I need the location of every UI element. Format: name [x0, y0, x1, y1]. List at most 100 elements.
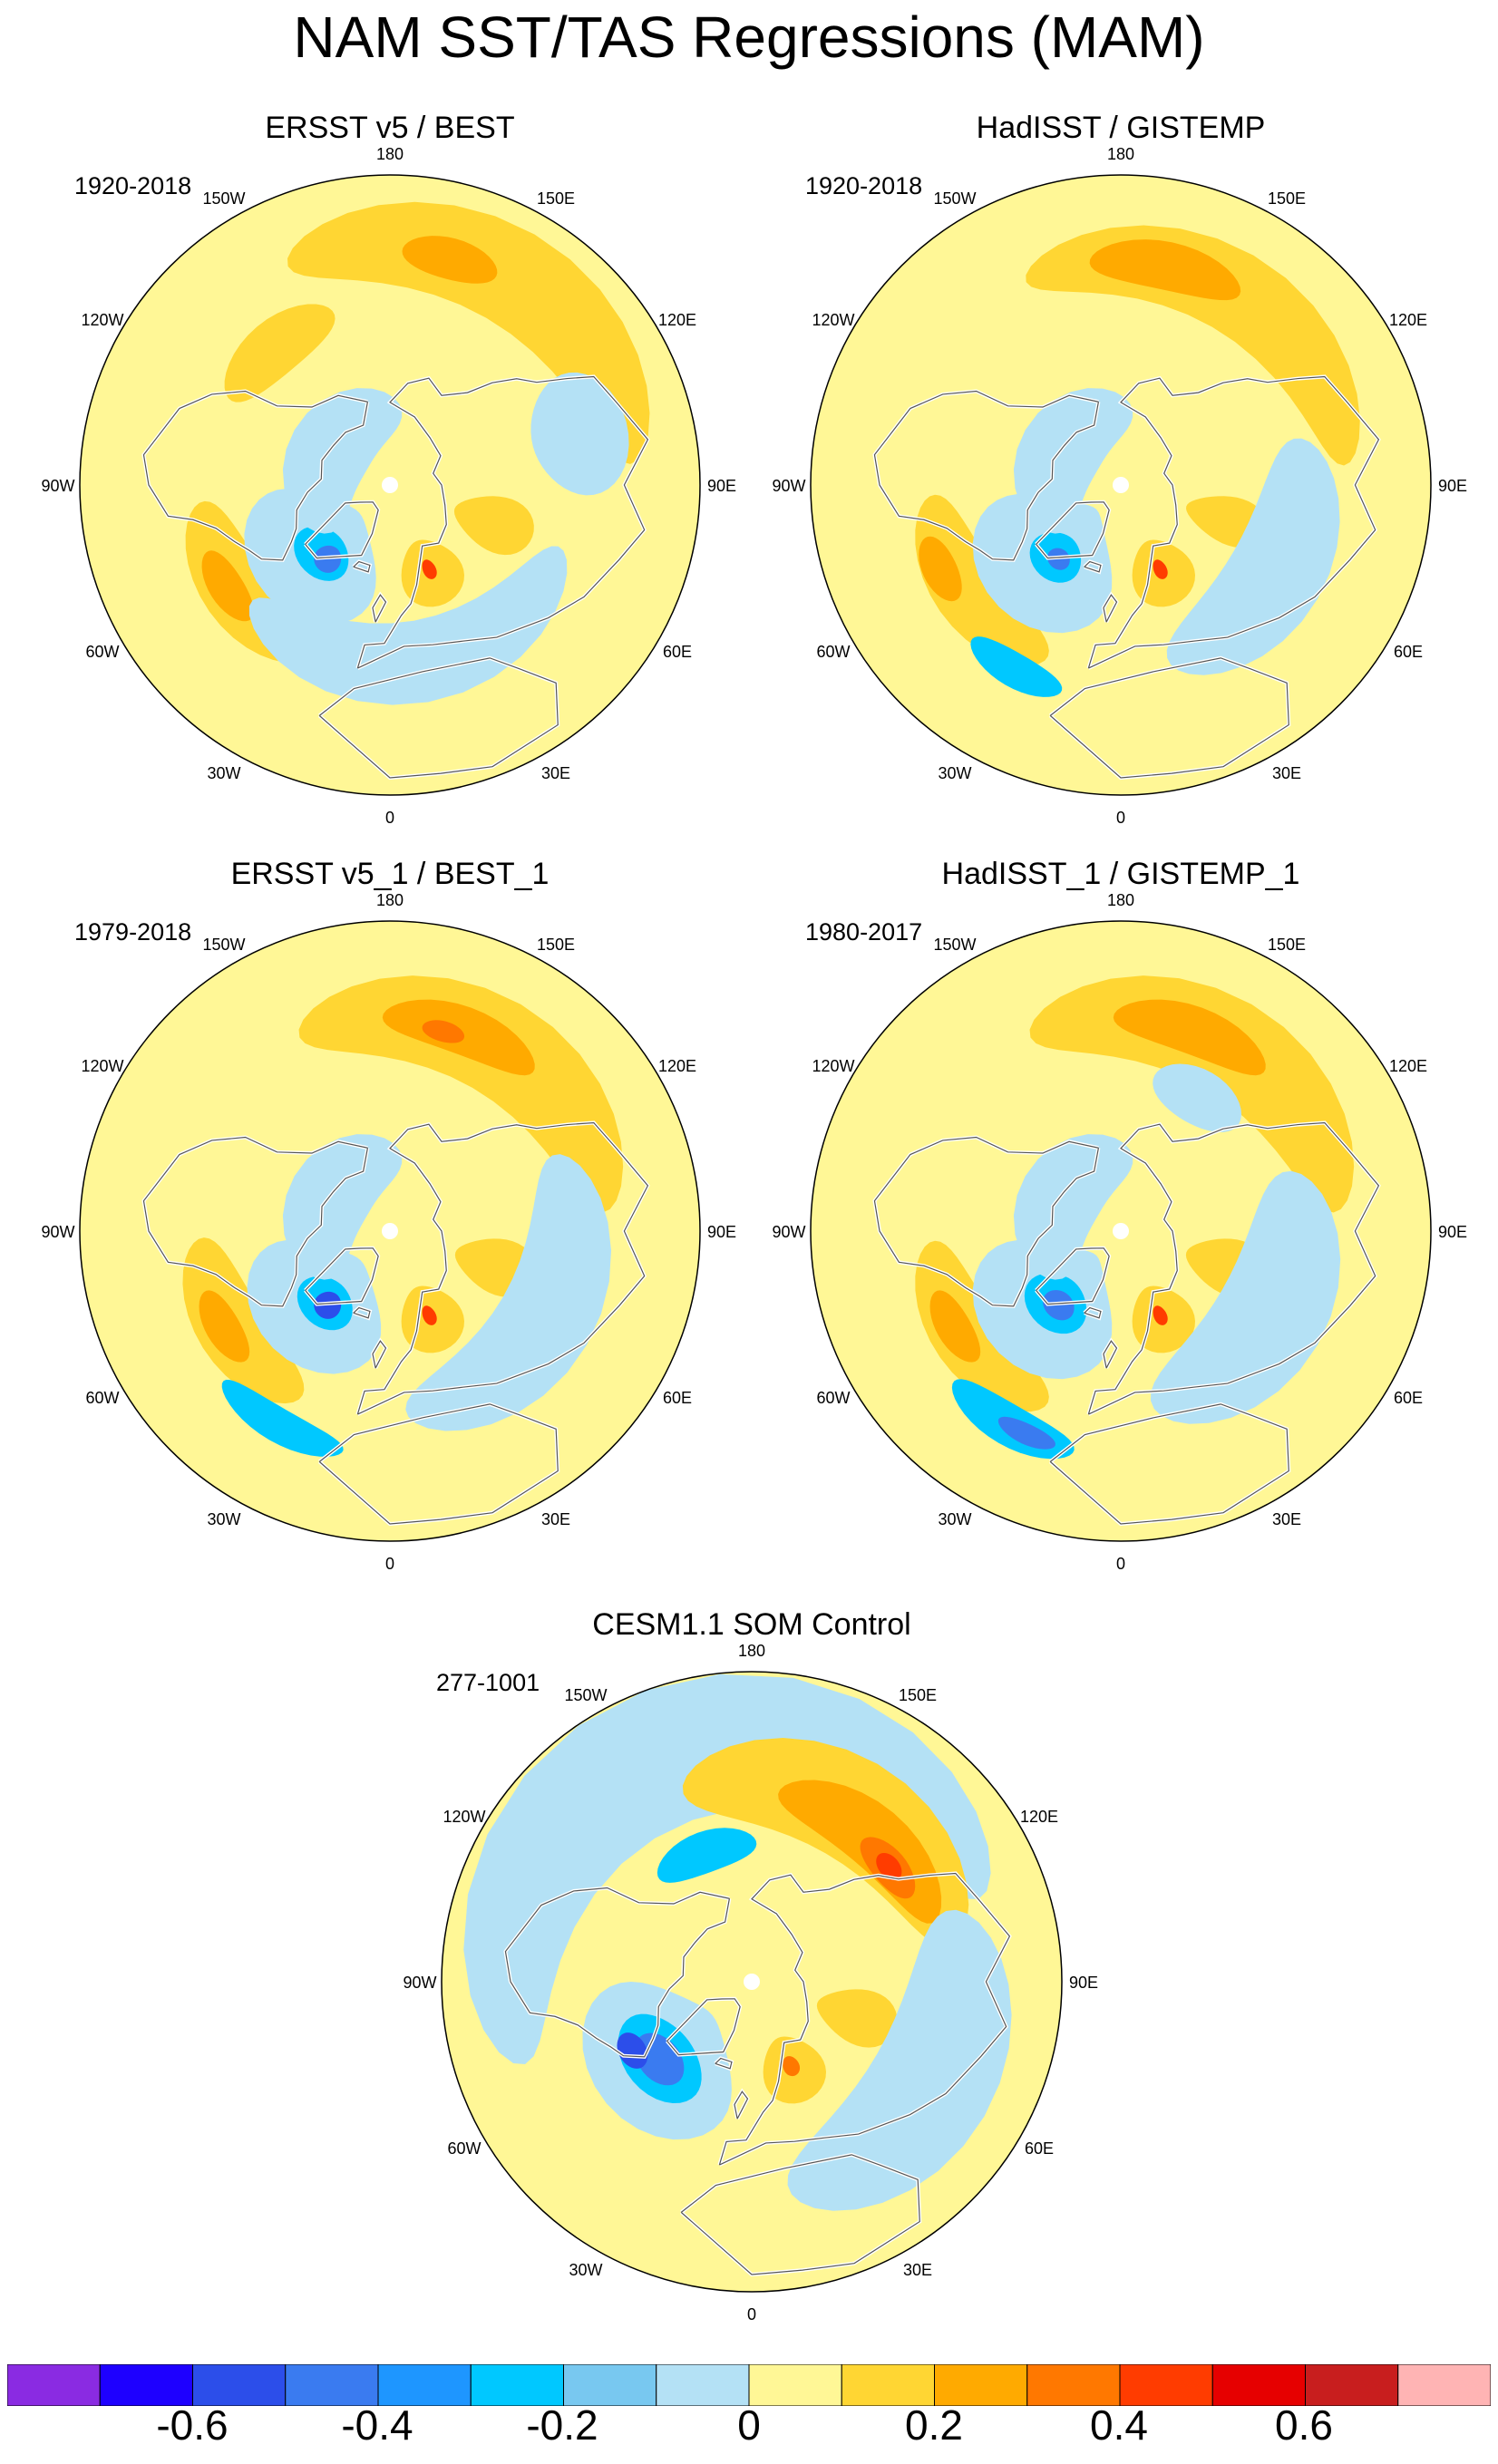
map-border [79, 920, 701, 1542]
longitude-label: 60W [448, 2139, 482, 2158]
pole-marker [1113, 1223, 1129, 1239]
longitude-label: 120W [82, 1057, 124, 1075]
longitude-label: 150W [564, 1686, 607, 1704]
anomaly-patch [248, 546, 568, 705]
longitude-label: 90W [403, 1974, 436, 1992]
anomaly-patch [876, 1852, 902, 1881]
coastline [1087, 375, 1380, 669]
anomaly-patch [405, 1154, 612, 1431]
anomaly-patch [929, 1290, 981, 1363]
anomaly-patch [422, 1305, 437, 1325]
longitude-label: 120E [1389, 311, 1427, 329]
polar-map: 180 150E 120E 90E 60E 30E 0 30W 60W 90W 120W 150W [41, 891, 736, 1573]
polar-map: 180 150E 120E 90E 60E 30E 0 30W 60W 90W 120W 150W [772, 145, 1467, 827]
longitude-label: 180 [738, 1642, 765, 1660]
panel-title: HadISST_1 / GISTEMP_1 [941, 857, 1300, 891]
anomaly-patch [422, 559, 437, 579]
map-border [810, 920, 1432, 1542]
main-title: NAM SST/TAS Regressions (MAM) [293, 5, 1205, 70]
longitude-label: 0 [1116, 1555, 1125, 1573]
longitude-label: 90E [1438, 477, 1467, 495]
anomaly-patch [1153, 1305, 1168, 1325]
coastline [353, 560, 371, 573]
colorbar-swatch [1119, 2364, 1213, 2406]
longitude-label: 60E [1025, 2139, 1054, 2158]
longitude-label: 30E [903, 2261, 932, 2279]
colorbar-swatch [748, 2364, 842, 2406]
colorbar-swatch [377, 2364, 472, 2406]
coastline [318, 657, 559, 779]
colorbar-tick-label: 0.6 [1275, 2401, 1333, 2449]
longitude-label: 90E [707, 477, 736, 495]
longitude-label: 180 [1107, 891, 1134, 909]
polar-map: 180 150E 120E 90E 60E 30E 0 30W 60W 90W 120W 150W [772, 891, 1467, 1573]
coastline [356, 375, 649, 669]
pole-marker [382, 477, 398, 493]
colorbar-swatch [1305, 2364, 1399, 2406]
longitude-label: 0 [385, 809, 394, 827]
colorbar-swatch [1397, 2364, 1491, 2406]
map-panel-ersst1-best1: ERSST v5_1 / BEST_1 1979-2018 180 150E 120… [36, 857, 744, 1609]
panel-years: 1980-2017 [805, 918, 923, 946]
longitude-label: 120W [443, 1808, 486, 1826]
panel-years: 277-1001 [436, 1669, 540, 1696]
pole-marker [744, 1974, 760, 1990]
longitude-label: 60W [817, 643, 851, 661]
longitude-label: 150E [1268, 189, 1306, 208]
anomaly-patch [970, 636, 1063, 697]
coastline [305, 1247, 379, 1305]
longitude-label: 90E [707, 1223, 736, 1241]
colorbar-swatch [7, 2364, 101, 2406]
coastline [372, 1340, 387, 1369]
anomaly-patch [530, 372, 629, 496]
anomaly-patch [1153, 559, 1168, 579]
anomaly-patch [1013, 388, 1133, 534]
longitude-label: 180 [376, 145, 404, 163]
anomaly-patch [1029, 975, 1355, 1213]
coastline [680, 2154, 920, 2275]
longitude-label: 30E [541, 1510, 570, 1528]
longitude-label: 120E [1020, 1808, 1058, 1826]
longitude-label: 30W [207, 764, 240, 782]
longitude-label: 120W [812, 1057, 855, 1075]
map-border [79, 174, 701, 796]
coastline [1103, 1340, 1118, 1369]
coastline [504, 1887, 731, 2058]
longitude-label: 180 [1107, 145, 1134, 163]
colorbar-tick-label: 0.4 [1090, 2401, 1148, 2449]
longitude-label: 120W [82, 311, 124, 329]
anomaly-patch [298, 975, 624, 1213]
longitude-label: 180 [376, 891, 404, 909]
longitude-label: 150W [202, 936, 245, 954]
longitude-label: 60E [663, 643, 692, 661]
coastline [1036, 1247, 1110, 1305]
anomaly-patch [1150, 1170, 1341, 1424]
colorbar-tick-label: -0.6 [156, 2401, 229, 2449]
coastline [734, 2091, 749, 2120]
anomaly-patch [182, 1237, 305, 1404]
coastline [1049, 1403, 1289, 1525]
longitude-label: 30E [541, 764, 570, 782]
coastline [1103, 594, 1118, 623]
anomaly-patch [201, 550, 254, 622]
panel-title: HadISST / GISTEMP [976, 111, 1266, 145]
coastline [305, 501, 379, 559]
anomaly-patch [919, 536, 962, 602]
coastline [873, 1136, 1100, 1307]
anomaly-patch [282, 388, 403, 534]
anomaly-patch [997, 1416, 1055, 1450]
coastline [1084, 560, 1102, 573]
anomaly-patch [282, 1134, 403, 1280]
longitude-label: 150E [1268, 936, 1306, 954]
longitude-label: 90E [1069, 1974, 1098, 1992]
map-panel-ersst-best: ERSST v5 / BEST 1920-2018 180 150E 120E 90E… [36, 111, 744, 863]
map-border [441, 1671, 1063, 2293]
map-panel-cesm-control: CESM1.1 SOM Control 277-1001 180 150E 120E… [398, 1607, 1105, 2360]
anomaly-patch [1113, 999, 1266, 1076]
panel-title: ERSST v5 / BEST [265, 111, 515, 145]
longitude-label: 60W [86, 643, 120, 661]
colorbar-swatch [841, 2364, 935, 2406]
anomaly-patch [1026, 225, 1360, 466]
longitude-label: 120E [658, 311, 696, 329]
colorbar-tick-label: -0.4 [341, 2401, 413, 2449]
